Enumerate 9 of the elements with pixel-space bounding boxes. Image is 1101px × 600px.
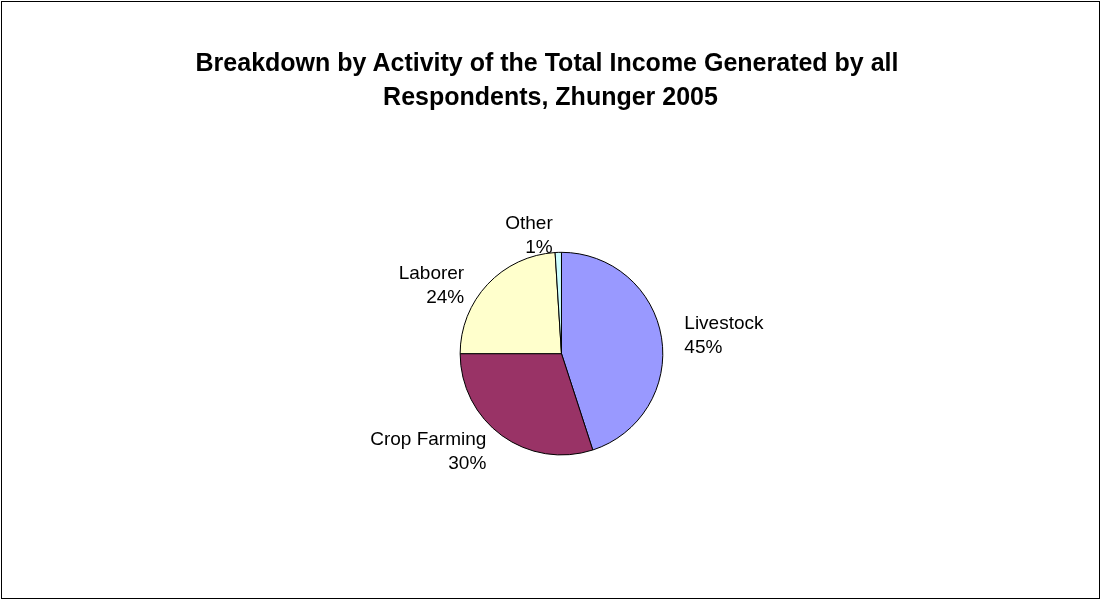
data-label: 1% (525, 235, 553, 257)
data-label: 24% (426, 285, 465, 307)
data-label: 30% (448, 451, 487, 473)
data-label: 45% (684, 336, 723, 358)
slice-label: Other (505, 211, 554, 233)
slice-label: Crop Farming (370, 427, 487, 449)
slice-label: Laborer (398, 261, 465, 283)
chart-title: Breakdown by Activity of the Total Income Generated by all Respondents, Zhunger 2005 (195, 48, 906, 110)
slice-label: Livestock (684, 312, 765, 334)
